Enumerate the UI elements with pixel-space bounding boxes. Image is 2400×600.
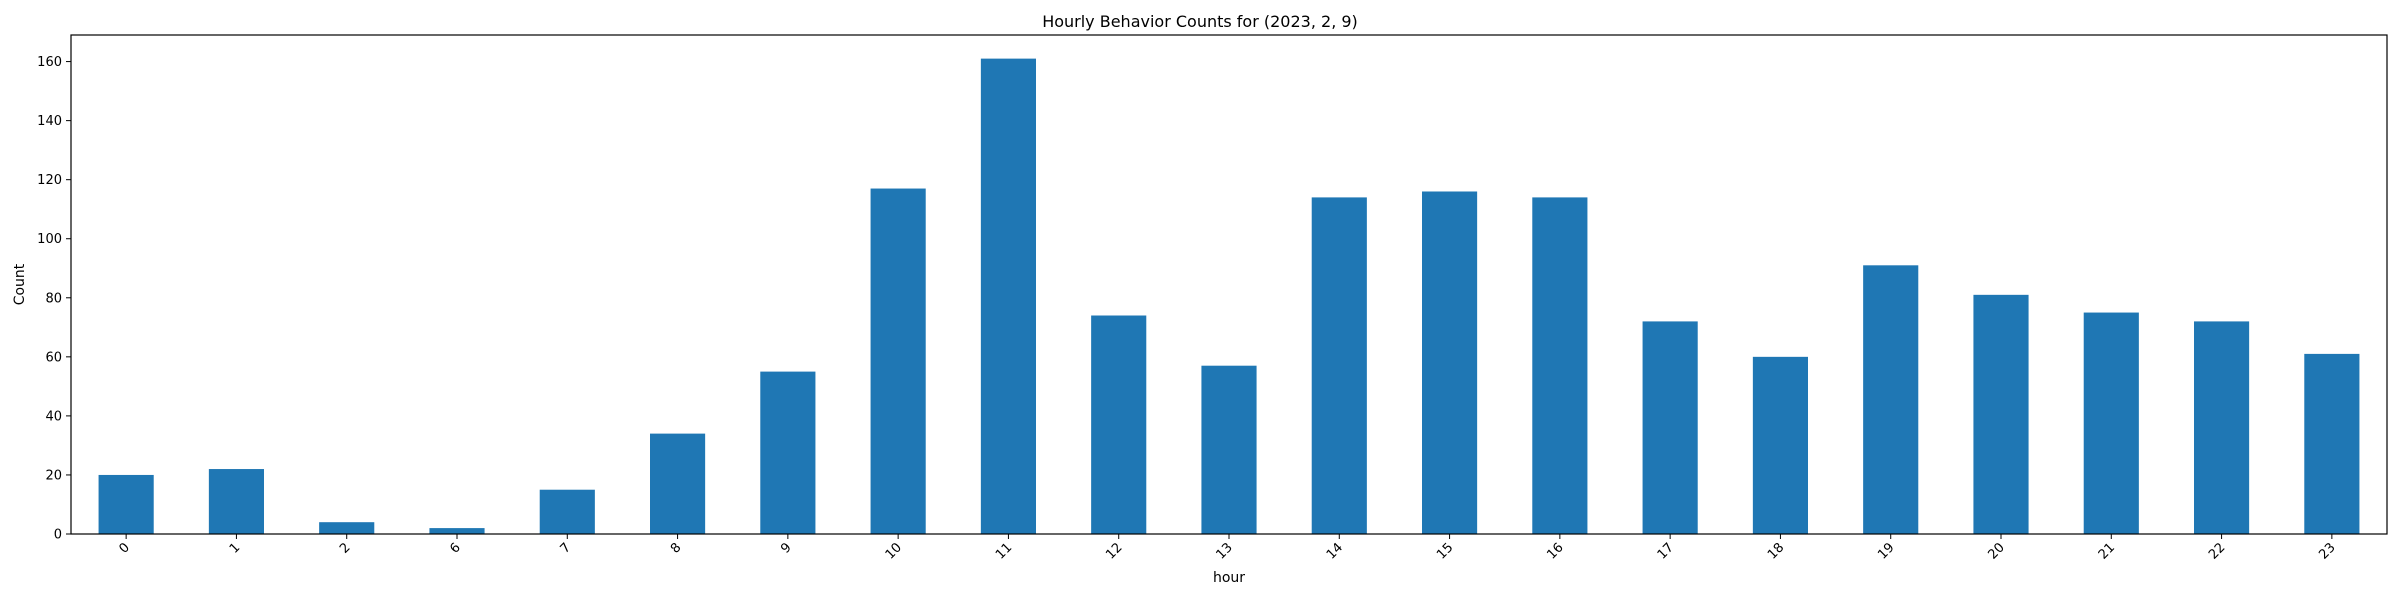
y-axis-label: Count [12, 263, 28, 305]
bar-hour-7 [539, 489, 595, 534]
bar-hour-14 [1311, 197, 1367, 534]
x-axis-label: hour [1213, 570, 1245, 586]
y-tick-label: 60 [45, 350, 62, 365]
bar-hour-1 [208, 469, 264, 534]
y-tick-label: 40 [45, 409, 62, 424]
bar-hour-23 [2304, 353, 2360, 534]
y-tick-label: 0 [54, 528, 62, 543]
bar-hour-8 [650, 433, 706, 534]
y-axis-ticks: 0 20 40 60 80 100 120 140 160 [37, 55, 71, 543]
y-tick-label: 140 [37, 114, 62, 129]
bar-hour-13 [1201, 365, 1257, 534]
bar-hour-6 [429, 528, 485, 534]
bar-hour-18 [1752, 356, 1808, 534]
y-tick-label: 80 [45, 291, 62, 306]
bar-hour-10 [870, 188, 926, 535]
bar-hour-17 [1642, 321, 1698, 534]
bar-hour-15 [1422, 191, 1478, 534]
bar-hour-12 [1091, 315, 1147, 534]
bar-hour-2 [319, 522, 375, 534]
bar-hour-21 [2083, 312, 2139, 534]
bar-hour-19 [1863, 265, 1919, 534]
bar-hour-9 [760, 371, 816, 534]
y-tick-label: 100 [37, 232, 62, 247]
y-tick-label: 120 [37, 173, 62, 188]
bar-hour-16 [1532, 197, 1588, 534]
bars-group [98, 58, 2360, 535]
plot-frame [70, 34, 2388, 535]
bar-hour-22 [2194, 321, 2250, 534]
bar-hour-0 [98, 474, 154, 534]
bar-hour-20 [1973, 294, 2029, 534]
chart-title: Hourly Behavior Counts for (2023, 2, 9) [1042, 12, 1358, 31]
y-tick-label: 20 [45, 468, 62, 483]
y-tick-label: 160 [37, 55, 62, 70]
bar-hour-11 [980, 58, 1036, 534]
